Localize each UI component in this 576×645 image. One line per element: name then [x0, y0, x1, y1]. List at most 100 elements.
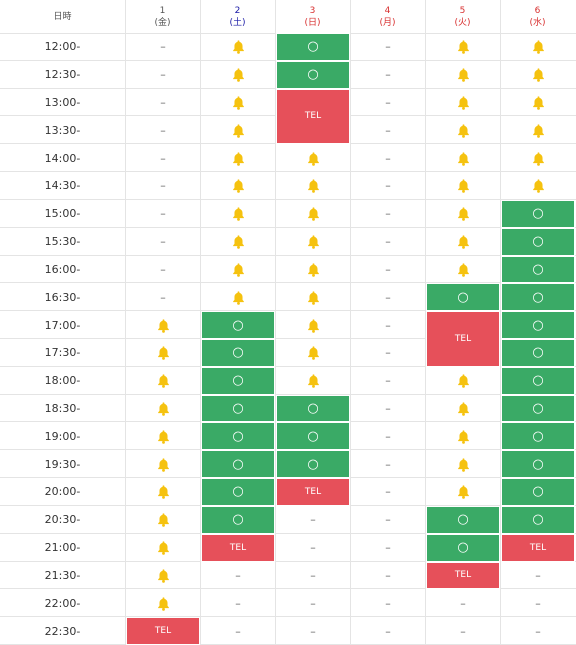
tel-slot: TEL	[501, 533, 575, 562]
dash-slot: –	[160, 96, 166, 110]
time-label: 18:00-	[44, 374, 81, 388]
bell-icon	[501, 61, 575, 89]
ok-slot: ○	[501, 394, 575, 423]
bell-icon	[426, 33, 500, 61]
ok-slot: ○	[201, 366, 275, 395]
dash-slot: –	[385, 318, 391, 332]
bell	[306, 345, 321, 360]
bell-icon	[201, 144, 275, 172]
bell-icon	[276, 256, 350, 284]
dash-slot: –	[385, 346, 391, 360]
time-label: 19:00-	[44, 429, 81, 443]
bell	[306, 373, 321, 388]
bell	[156, 512, 171, 527]
time-label: 14:00-	[44, 151, 81, 165]
bell-icon	[276, 367, 350, 395]
bell	[456, 401, 471, 416]
bell-icon	[426, 144, 500, 172]
time-label: 20:00-	[44, 485, 81, 499]
col-line	[200, 0, 201, 645]
time-label: 22:00-	[44, 596, 81, 610]
dash-slot: –	[160, 68, 166, 82]
dash-slot: –	[385, 207, 391, 221]
bell-icon	[201, 116, 275, 144]
bell-icon	[276, 172, 350, 200]
bell	[156, 373, 171, 388]
bell	[456, 39, 471, 54]
bell	[456, 262, 471, 277]
bell	[306, 234, 321, 249]
dash-slot: –	[310, 624, 316, 638]
tel-slot: TEL	[126, 617, 200, 645]
day-header: 1 (金)	[125, 0, 200, 33]
time-label: 19:30-	[44, 457, 81, 471]
ok-slot: ○	[276, 422, 350, 451]
bell	[531, 95, 546, 110]
bell-icon	[201, 228, 275, 256]
ok-slot: ○	[276, 33, 350, 61]
day-header: 5 (火)	[425, 0, 500, 33]
day-header: 2 (土)	[200, 0, 275, 33]
ok-slot: ○	[501, 422, 575, 451]
ok-slot: ○	[501, 199, 575, 228]
row-line	[0, 616, 576, 618]
day-day: 4	[384, 5, 391, 16]
day-weekday: (火)	[454, 17, 471, 28]
bell	[456, 151, 471, 166]
dash-slot: –	[535, 568, 541, 582]
time-label: 17:30-	[44, 346, 81, 360]
tel-slot: TEL	[276, 88, 350, 145]
bell-icon	[201, 33, 275, 61]
dash-slot: –	[385, 402, 391, 416]
bell-icon	[201, 89, 275, 117]
time-label: 12:00-	[44, 40, 81, 54]
day-day: 1	[159, 5, 166, 16]
time-label: 15:30-	[44, 235, 81, 249]
bell	[156, 568, 171, 583]
row-line	[0, 560, 576, 562]
bell	[306, 178, 321, 193]
bell	[156, 345, 171, 360]
row-line	[0, 198, 576, 200]
col-line	[275, 0, 276, 645]
bell-icon	[501, 144, 575, 172]
bell-icon	[201, 283, 275, 311]
ok-slot: ○	[426, 533, 500, 562]
bell-icon	[276, 283, 350, 311]
bell	[306, 206, 321, 221]
bell	[306, 151, 321, 166]
time-label: 15:00-	[44, 207, 81, 221]
day-weekday: (日)	[304, 17, 321, 28]
dash-slot: –	[160, 207, 166, 221]
row-line	[0, 588, 576, 590]
bell-icon	[426, 395, 500, 423]
bell-icon	[501, 33, 575, 61]
bell-icon	[201, 61, 275, 89]
bell	[456, 457, 471, 472]
dash-slot: –	[385, 374, 391, 388]
col-line	[425, 0, 426, 645]
ok-slot: ○	[201, 394, 275, 423]
dash-slot: –	[385, 151, 391, 165]
day-day: 2	[234, 5, 241, 16]
dash-slot: –	[385, 262, 391, 276]
time-label: 13:00-	[44, 96, 81, 110]
bell-icon	[426, 172, 500, 200]
dash-slot: –	[385, 96, 391, 110]
ok-slot: ○	[501, 311, 575, 339]
col-line	[350, 0, 351, 645]
bell-icon	[426, 256, 500, 284]
dash-slot: –	[160, 179, 166, 193]
day-header: 6 (水)	[500, 0, 575, 33]
ok-slot: ○	[501, 478, 575, 506]
bell	[231, 123, 246, 138]
bell-icon	[126, 562, 200, 590]
time-label: 16:30-	[44, 290, 81, 304]
bell-icon	[426, 228, 500, 256]
bell-icon	[426, 478, 500, 506]
time-label: 13:30-	[44, 123, 81, 137]
bell-icon	[126, 395, 200, 423]
ok-slot: ○	[501, 366, 575, 395]
day-weekday: (水)	[529, 17, 546, 28]
